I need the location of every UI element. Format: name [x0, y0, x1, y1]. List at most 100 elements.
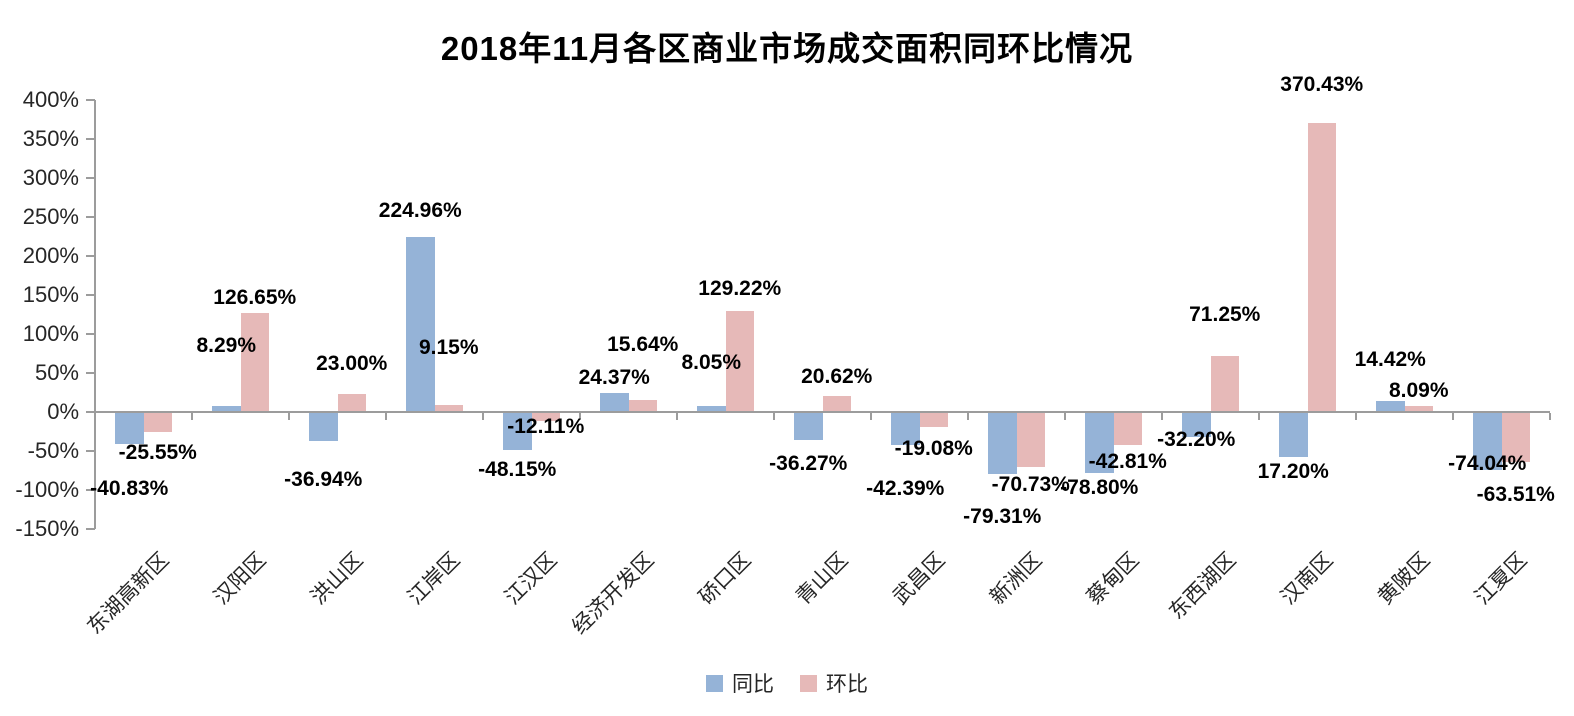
x-axis-tick: [288, 413, 290, 420]
x-axis-tick: [482, 413, 484, 420]
huanbi-bar: [725, 311, 754, 412]
y-axis-label: 200%: [22, 243, 79, 268]
y-axis-tick: [86, 294, 95, 296]
data-label: -63.51%: [1476, 482, 1555, 506]
data-label: -40.83%: [90, 476, 169, 500]
data-label: -19.08%: [894, 436, 973, 460]
legend-label: 同比: [732, 673, 774, 696]
x-axis-tick: [385, 413, 387, 420]
huanbi-bar: [240, 313, 269, 412]
tongbi-bar: [697, 405, 726, 412]
huanbi-bar: [143, 412, 172, 432]
data-label: -79.31%: [963, 504, 1042, 528]
data-label: 71.25%: [1189, 303, 1261, 327]
data-label: -42.81%: [1088, 450, 1167, 474]
y-axis-tick: [86, 411, 95, 413]
tongbi-bar: [600, 392, 629, 412]
x-axis-line: [95, 411, 1550, 413]
data-label: -12.11%: [507, 415, 585, 439]
data-label: -78.80%: [1060, 476, 1139, 500]
data-label: 9.15%: [418, 335, 479, 359]
x-axis-tick: [579, 413, 581, 420]
tongbi-bar: [1085, 412, 1114, 474]
huanbi-bar: [1404, 405, 1433, 412]
data-label: 24.37%: [578, 365, 650, 389]
x-axis-tick: [94, 413, 96, 420]
x-axis-tick: [1549, 413, 1551, 420]
data-label: -25.55%: [118, 440, 197, 464]
data-label: -74.04%: [1448, 451, 1527, 475]
tongbi-bar: [988, 412, 1017, 474]
huanbi-bar: [822, 395, 851, 412]
tongbi-bar: [1473, 412, 1502, 470]
y-axis-tick: [86, 255, 95, 257]
x-axis-tick: [1064, 413, 1066, 420]
y-axis-label: 400%: [22, 87, 79, 112]
y-axis-label: -50%: [27, 438, 79, 463]
huanbi-bar: [531, 412, 560, 422]
data-label: 14.42%: [1354, 347, 1426, 371]
data-label: -32.20%: [1157, 428, 1236, 452]
huanbi-bar: [337, 394, 366, 412]
y-axis-label: 250%: [22, 204, 79, 229]
legend: 同比 环比: [0, 668, 1574, 698]
y-axis-line: [94, 100, 96, 529]
data-label: 20.62%: [801, 364, 873, 388]
y-axis-label: -150%: [15, 516, 79, 541]
huanbi-bar: [1307, 123, 1336, 412]
data-label: 8.29%: [196, 333, 257, 357]
y-axis-tick: [86, 216, 95, 218]
data-label: -70.73%: [991, 473, 1070, 497]
y-axis-label: 300%: [22, 165, 79, 190]
x-axis-tick: [1355, 413, 1357, 420]
y-axis-tick: [86, 333, 95, 335]
y-axis-tick: [86, 528, 95, 530]
tongbi-bar: [891, 412, 920, 446]
huanbi-bar: [434, 404, 463, 412]
chart-title: 2018年11月各区商业市场成交面积同环比情况: [440, 30, 1134, 67]
tongbi-bar: [503, 412, 532, 450]
x-axis-tick: [191, 413, 193, 420]
huanbi-swatch-icon: [800, 674, 817, 692]
huanbi-bar: [1210, 356, 1239, 412]
y-axis-label: 0%: [47, 399, 79, 424]
y-axis-label: -100%: [15, 477, 79, 502]
tongbi-bar: [1279, 412, 1308, 457]
y-axis-tick: [86, 372, 95, 374]
x-axis-tick: [870, 413, 872, 420]
legend-item-tongbi: 同比: [706, 668, 774, 698]
tongbi-bar: [115, 412, 144, 444]
x-axis-tick: [1452, 413, 1454, 420]
y-axis-tick: [86, 450, 95, 452]
data-label: -36.27%: [769, 452, 848, 476]
x-axis-tick: [967, 413, 969, 420]
tongbi-bar: [794, 412, 823, 441]
x-axis-tick: [773, 413, 775, 420]
y-axis-tick: [86, 99, 95, 101]
data-label: -36.94%: [284, 467, 363, 491]
tongbi-bar: [212, 405, 241, 412]
tongbi-bar: [309, 412, 338, 441]
huanbi-bar: [1501, 412, 1530, 462]
y-axis-tick: [86, 177, 95, 179]
data-label: 126.65%: [213, 286, 297, 310]
huanbi-bar: [1016, 412, 1045, 468]
data-label: 370.43%: [1280, 73, 1364, 97]
tongbi-bar: [406, 236, 435, 412]
y-axis-label: 100%: [22, 321, 79, 346]
tongbi-bar: [1376, 400, 1405, 412]
x-axis-tick: [1161, 413, 1163, 420]
tongbi-bar: [1182, 412, 1211, 438]
data-label: 8.05%: [681, 350, 742, 374]
y-axis-tick: [86, 489, 95, 491]
y-axis-tick: [86, 138, 95, 140]
data-label: 224.96%: [378, 198, 462, 222]
y-axis-label: 50%: [34, 360, 79, 385]
data-label: 129.22%: [698, 277, 782, 301]
x-axis-tick: [1258, 413, 1260, 420]
data-label: 23.00%: [316, 352, 388, 376]
data-label: -42.39%: [866, 477, 945, 501]
legend-label: 环比: [826, 673, 868, 696]
y-axis-label: 150%: [22, 282, 79, 307]
